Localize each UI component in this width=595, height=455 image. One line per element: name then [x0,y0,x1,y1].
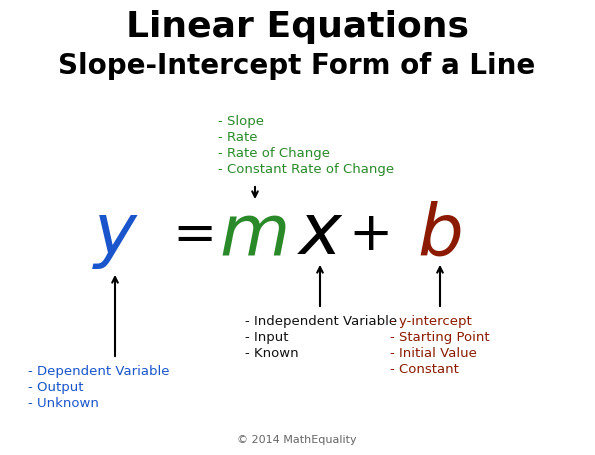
Text: - Slope: - Slope [218,115,264,128]
Text: m: m [220,200,290,269]
Text: - Starting Point: - Starting Point [390,330,490,343]
Text: Slope-Intercept Form of a Line: Slope-Intercept Form of a Line [58,52,536,80]
Text: Linear Equations: Linear Equations [126,10,468,44]
Text: © 2014 MathEquality: © 2014 MathEquality [237,434,357,444]
Text: - Known: - Known [245,346,299,359]
Text: =: = [173,208,217,260]
Text: - Independent Variable: - Independent Variable [245,314,397,327]
Text: - Unknown: - Unknown [28,396,99,409]
Text: b: b [417,200,463,269]
Text: - Constant: - Constant [390,362,459,375]
Text: +: + [348,208,392,260]
Text: x: x [299,200,342,269]
Text: - Input: - Input [245,330,289,343]
Text: - Constant Rate of Change: - Constant Rate of Change [218,162,394,176]
Text: - Rate of Change: - Rate of Change [218,147,330,160]
Text: - Output: - Output [28,380,83,393]
Text: - Dependent Variable: - Dependent Variable [28,364,170,377]
Text: y: y [93,200,136,269]
Text: - Rate: - Rate [218,131,258,144]
Text: - y-intercept: - y-intercept [390,314,472,327]
Text: - Initial Value: - Initial Value [390,346,477,359]
